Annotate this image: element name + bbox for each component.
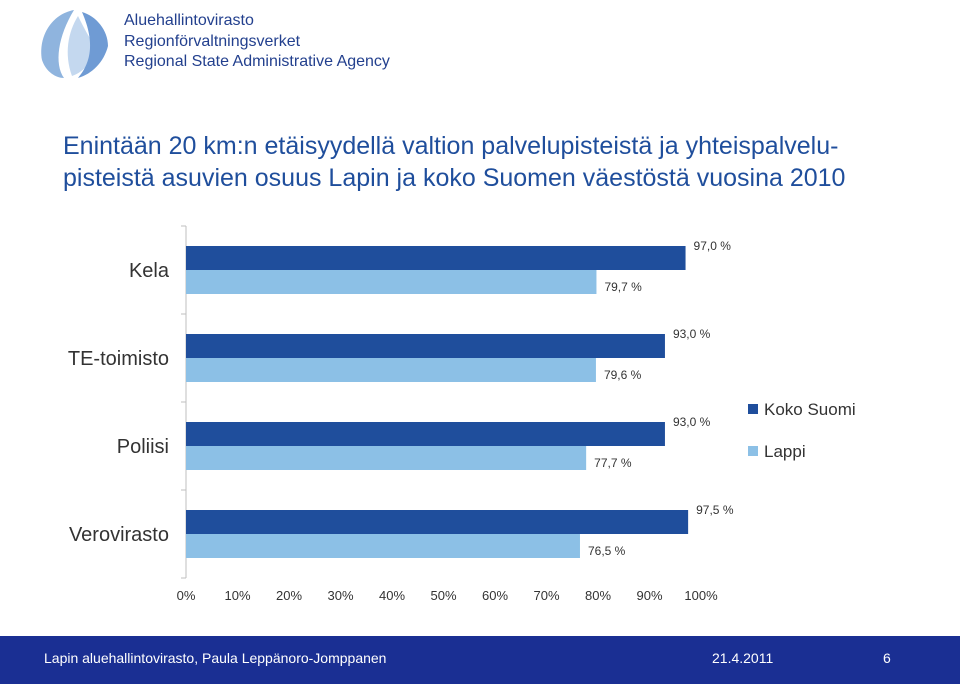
x-tick-label: 20% — [276, 588, 302, 603]
data-label-lappi-kela: 79,7 % — [604, 280, 642, 294]
legend-label-lappi: Lappi — [764, 442, 806, 461]
data-label-lappi-te-toimisto: 79,6 % — [604, 368, 642, 382]
bar-lappi-verovirasto — [186, 534, 580, 558]
org-name-fi: Aluehallintovirasto — [124, 12, 254, 29]
x-tick-label: 60% — [482, 588, 508, 603]
bar-chart: Kela 97,0 % 79,7 % TE-toimisto 93,0 % 79,6 % P… — [68, 225, 734, 603]
x-tick-label: 100% — [684, 588, 718, 603]
x-tick-label: 50% — [430, 588, 456, 603]
data-label-koko-suomi-poliisi: 93,0 % — [673, 415, 711, 429]
footer-bar: Lapin aluehallintovirasto, Paula Leppäno… — [0, 636, 960, 684]
x-tick-label: 0% — [177, 588, 196, 603]
bar-lappi-kela — [186, 270, 597, 294]
regional-state-agency-logo-icon — [41, 10, 108, 78]
x-tick-label: 80% — [585, 588, 611, 603]
bar-koko-suomi-verovirasto — [186, 510, 689, 534]
data-label-lappi-poliisi: 77,7 % — [594, 456, 632, 470]
bar-lappi-te-toimisto — [186, 358, 596, 382]
category-label-kela: Kela — [129, 260, 170, 282]
footer-date: 21.4.2011 — [712, 650, 774, 666]
x-tick-label: 70% — [533, 588, 559, 603]
legend-item-lappi: Lappi — [748, 442, 806, 462]
bar-koko-suomi-kela — [186, 246, 686, 270]
chart-title: Enintään 20 km:n etäisyydellä valtion pa… — [63, 130, 903, 194]
legend-swatch-koko-suomi — [748, 404, 758, 414]
legend-swatch-lappi — [748, 446, 758, 456]
legend-item-koko-suomi: Koko Suomi — [748, 400, 856, 420]
x-tick-label: 10% — [224, 588, 250, 603]
legend-label-koko-suomi: Koko Suomi — [764, 400, 856, 419]
org-name-en: Regional State Administrative Agency — [124, 53, 390, 70]
category-label-poliisi: Poliisi — [117, 436, 169, 458]
footer-author: Lapin aluehallintovirasto, Paula Leppäno… — [44, 650, 387, 666]
chart-title-line-2: pisteistä asuvien osuus Lapin ja koko Su… — [63, 164, 846, 192]
x-tick-label: 40% — [379, 588, 405, 603]
x-tick-label: 30% — [327, 588, 353, 603]
chart-title-line-1: Enintään 20 km:n etäisyydellä valtion pa… — [63, 132, 839, 160]
data-label-koko-suomi-te-toimisto: 93,0 % — [673, 327, 711, 341]
bar-koko-suomi-poliisi — [186, 422, 665, 446]
org-name-sv: Regionförvaltningsverket — [124, 33, 301, 50]
category-label-te-toimisto: TE-toimisto — [68, 348, 169, 370]
x-tick-label: 90% — [636, 588, 662, 603]
data-label-koko-suomi-kela: 97,0 % — [694, 239, 732, 253]
data-label-lappi-verovirasto: 76,5 % — [588, 544, 626, 558]
page-number: 6 — [883, 650, 891, 666]
bar-koko-suomi-te-toimisto — [186, 334, 665, 358]
bar-lappi-poliisi — [186, 446, 587, 470]
data-label-koko-suomi-verovirasto: 97,5 % — [696, 503, 734, 517]
category-label-verovirasto: Verovirasto — [69, 524, 169, 546]
